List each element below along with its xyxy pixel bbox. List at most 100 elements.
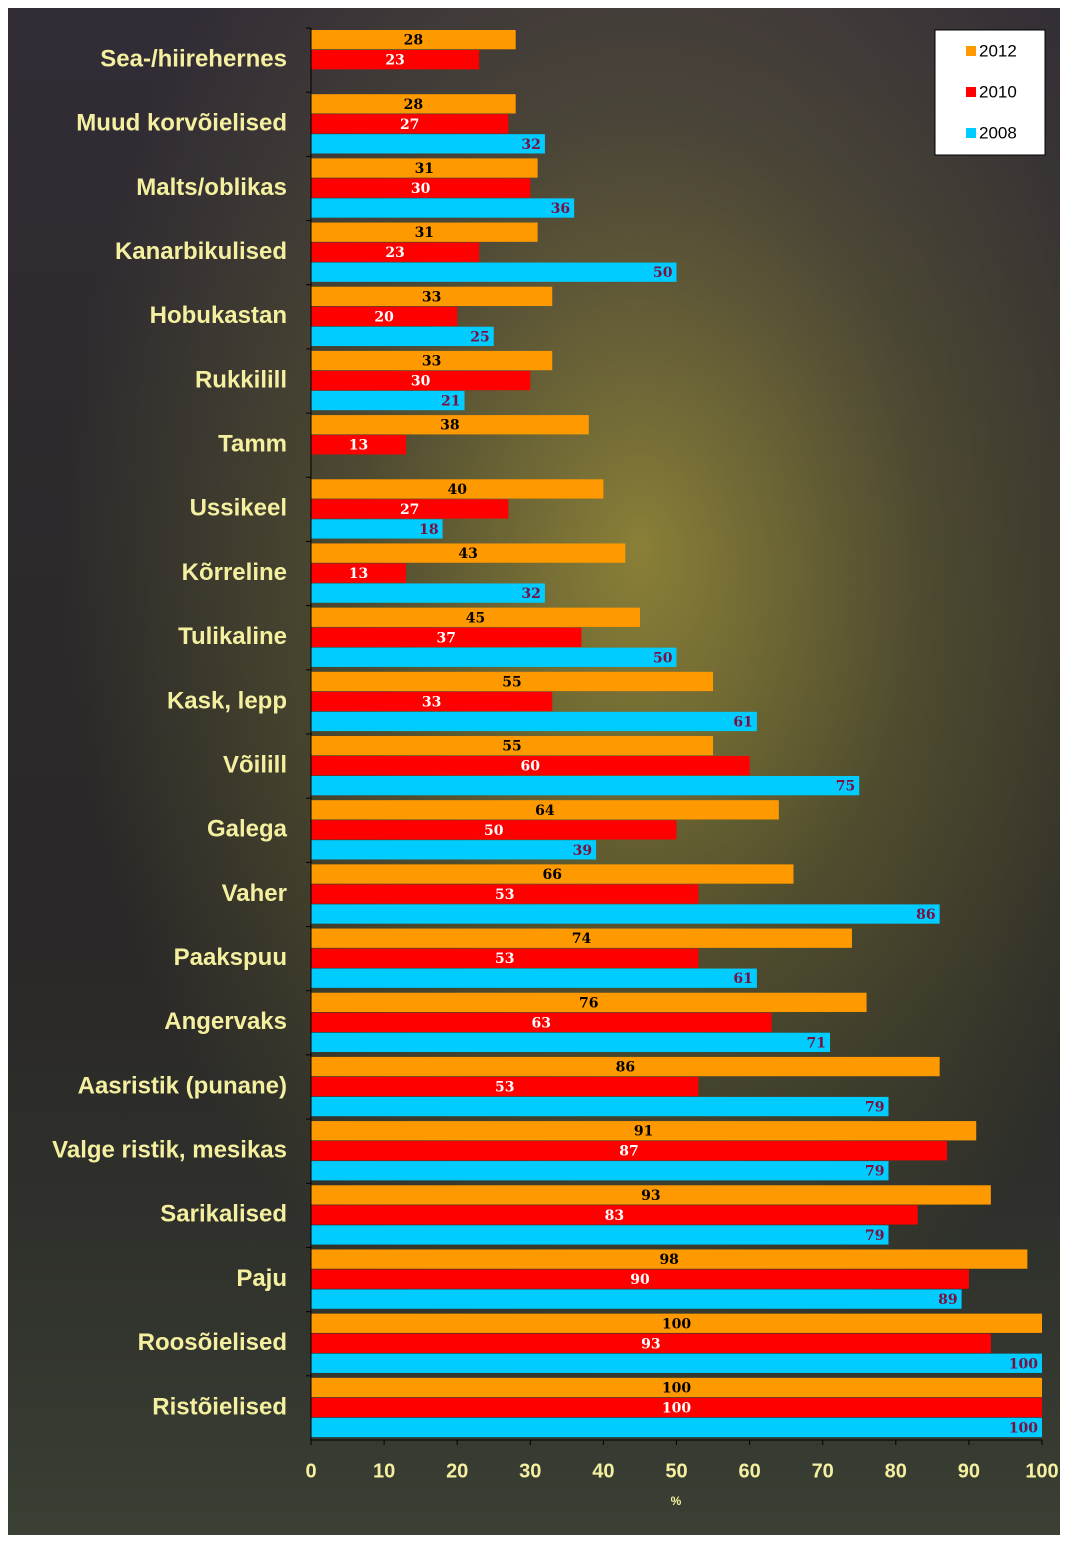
x-tick-label: 40 bbox=[592, 1460, 614, 1482]
data-label: 66 bbox=[542, 867, 561, 883]
legend-swatch bbox=[966, 87, 976, 97]
data-label: 93 bbox=[641, 1188, 660, 1204]
y-tick-label: Malts/oblikas bbox=[136, 174, 287, 201]
data-label: 100 bbox=[662, 1400, 691, 1416]
x-tick-label: 30 bbox=[519, 1460, 541, 1482]
data-label: 28 bbox=[404, 97, 423, 113]
data-label: 27 bbox=[400, 117, 419, 133]
data-label: 33 bbox=[422, 289, 441, 305]
data-label: 40 bbox=[447, 482, 467, 498]
x-tick-label: 100 bbox=[1025, 1460, 1058, 1482]
y-tick-label: Hobukastan bbox=[150, 302, 287, 329]
legend-label: 2010 bbox=[979, 82, 1017, 101]
data-label: 21 bbox=[441, 394, 460, 410]
data-label: 76 bbox=[579, 995, 598, 1011]
legend-label: 2008 bbox=[979, 123, 1017, 142]
y-tick-label: Aasristik (punane) bbox=[78, 1072, 287, 1099]
y-tick-label: Sarikalised bbox=[160, 1201, 287, 1228]
data-label: 50 bbox=[653, 265, 673, 281]
data-label: 53 bbox=[495, 887, 514, 903]
y-tick-label: Sea-/hiirehernes bbox=[100, 45, 287, 72]
data-label: 18 bbox=[419, 522, 438, 538]
y-tick-label: Kõrreline bbox=[182, 559, 287, 586]
y-tick-label: Kask, lepp bbox=[167, 687, 287, 714]
bar bbox=[311, 1161, 888, 1180]
data-label: 38 bbox=[440, 418, 459, 434]
y-tick-label: Tulikaline bbox=[178, 623, 287, 650]
data-label: 33 bbox=[422, 354, 441, 370]
data-label: 63 bbox=[532, 1015, 551, 1031]
data-label: 32 bbox=[521, 137, 540, 153]
x-axis-label: % bbox=[671, 1494, 682, 1508]
data-label: 53 bbox=[495, 1080, 514, 1096]
data-label: 30 bbox=[411, 374, 431, 390]
y-tick-label: Galega bbox=[207, 816, 288, 843]
data-label: 74 bbox=[572, 931, 592, 947]
chart: % Sea-/hiirehernes 28 23 Muud korvõielised 2… bbox=[0, 0, 1066, 1541]
data-label: 89 bbox=[938, 1292, 957, 1308]
bar bbox=[311, 1097, 888, 1116]
y-tick-label: Valge ristik, mesikas bbox=[52, 1137, 287, 1164]
legend-swatch bbox=[966, 46, 976, 56]
data-label: 30 bbox=[411, 181, 431, 197]
bar bbox=[311, 1354, 1042, 1373]
bar bbox=[311, 776, 859, 795]
data-label: 87 bbox=[619, 1144, 638, 1160]
bar bbox=[311, 1033, 830, 1052]
y-tick-label: Ussikeel bbox=[190, 495, 287, 522]
data-label: 93 bbox=[641, 1336, 660, 1352]
bar bbox=[311, 263, 677, 282]
x-tick-label: 50 bbox=[665, 1460, 687, 1482]
x-tick-label: 90 bbox=[958, 1460, 980, 1482]
x-tick-label: 80 bbox=[885, 1460, 907, 1482]
bar bbox=[311, 1418, 1042, 1437]
data-label: 45 bbox=[466, 610, 485, 626]
data-label: 25 bbox=[470, 329, 489, 345]
data-label: 27 bbox=[400, 502, 419, 518]
bar bbox=[311, 904, 940, 923]
data-label: 71 bbox=[807, 1035, 826, 1051]
bar bbox=[311, 648, 677, 667]
bar bbox=[311, 840, 596, 859]
data-label: 55 bbox=[502, 739, 521, 755]
y-tick-label: Paju bbox=[236, 1265, 287, 1292]
data-label: 20 bbox=[374, 309, 394, 325]
data-label: 75 bbox=[836, 779, 855, 795]
data-label: 31 bbox=[415, 225, 434, 241]
y-tick-label: Rukkilill bbox=[195, 366, 287, 393]
y-tick-label: Angervaks bbox=[164, 1008, 287, 1035]
legend-label: 2012 bbox=[979, 41, 1017, 60]
data-label: 83 bbox=[605, 1208, 624, 1224]
x-tick-label: 70 bbox=[812, 1460, 834, 1482]
data-label: 53 bbox=[495, 951, 514, 967]
data-label: 100 bbox=[662, 1316, 691, 1332]
data-label: 100 bbox=[1009, 1356, 1038, 1372]
data-label: 36 bbox=[551, 201, 570, 217]
data-label: 100 bbox=[662, 1380, 691, 1396]
y-tick-label: Kanarbikulised bbox=[115, 238, 287, 265]
data-label: 79 bbox=[865, 1228, 884, 1244]
data-label: 86 bbox=[616, 1060, 635, 1076]
data-label: 23 bbox=[385, 53, 404, 69]
bar bbox=[311, 1289, 962, 1308]
x-tick-label: 10 bbox=[373, 1460, 395, 1482]
y-tick-label: Vaher bbox=[222, 880, 287, 907]
y-tick-label: Võilill bbox=[223, 751, 287, 778]
data-label: 13 bbox=[349, 438, 368, 454]
data-label: 39 bbox=[573, 843, 592, 859]
bar bbox=[311, 327, 494, 346]
bar bbox=[311, 583, 545, 602]
data-label: 43 bbox=[458, 546, 477, 562]
y-tick-label: Ristõielised bbox=[152, 1393, 287, 1420]
data-label: 50 bbox=[653, 650, 673, 666]
bar bbox=[311, 712, 757, 731]
data-label: 100 bbox=[1009, 1420, 1038, 1436]
data-label: 90 bbox=[630, 1272, 650, 1288]
y-tick-label: Muud korvõielised bbox=[76, 110, 287, 137]
data-label: 61 bbox=[733, 714, 752, 730]
x-tick-label: 0 bbox=[305, 1460, 316, 1482]
bar bbox=[311, 969, 757, 988]
data-label: 91 bbox=[634, 1124, 653, 1140]
data-label: 13 bbox=[349, 566, 368, 582]
bar bbox=[311, 134, 545, 153]
